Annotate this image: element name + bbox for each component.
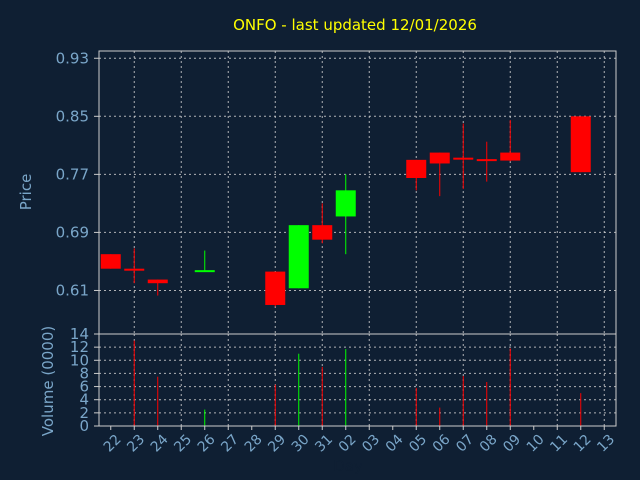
candle-body (335, 190, 356, 217)
volume-tick-label: 10 (70, 351, 89, 369)
x-tick-label: 23 (124, 432, 148, 456)
candle-29 (265, 271, 286, 307)
x-tick-label: 26 (195, 432, 219, 456)
candle-body (570, 116, 591, 173)
price-tick-label: 0.61 (56, 281, 89, 299)
x-tick-label: 11 (547, 432, 571, 456)
x-tick-label: 30 (289, 432, 313, 456)
candle-23 (124, 248, 145, 284)
x-tick-label: 05 (406, 432, 430, 456)
x-tick-label: 09 (500, 432, 524, 456)
candle-05 (406, 159, 427, 191)
x-tick-label: 31 (312, 432, 336, 456)
volume-tick-label: 8 (79, 364, 89, 382)
price-tick-label: 0.77 (56, 165, 89, 183)
x-tick-label: 04 (383, 432, 407, 456)
candle-12 (570, 116, 591, 173)
price-panel: 0.61 0.69 0.77 0.85 0.93 Price (17, 49, 617, 335)
price-tick-label: 0.69 (56, 223, 89, 241)
price-tick-label: 0.93 (56, 49, 89, 67)
candle-body (453, 157, 474, 160)
price-plot-area (99, 51, 616, 334)
x-axis-ticks: 22 23 24 25 26 27 28 29 30 31 02 03 04 05 06 07 08 09 10 11… (101, 426, 618, 456)
x-tick-label: 08 (477, 432, 501, 456)
x-tick-label: 06 (430, 432, 454, 456)
price-y-ticks: 0.61 0.69 0.77 0.85 0.93 (56, 49, 99, 299)
volume-axis-title: Volume (0000) (39, 326, 57, 436)
volume-plot-area (99, 334, 616, 426)
x-tick-label: 28 (242, 432, 266, 456)
x-tick-label: 27 (218, 432, 242, 456)
candle-07 (453, 123, 474, 189)
x-axis-title: Day (333, 457, 363, 475)
candle-body (476, 159, 497, 162)
candle-24 (147, 279, 168, 296)
volume-tick-label: 0 (79, 417, 89, 435)
candle-body (194, 270, 215, 273)
candle-body (312, 225, 333, 240)
x-tick-label: 10 (524, 432, 548, 456)
candle-body (500, 152, 521, 161)
candle-body (406, 159, 427, 178)
candle-body (100, 254, 121, 269)
chart-title: ONFO - last updated 12/01/2026 (233, 16, 477, 34)
volume-frame (98, 333, 617, 427)
price-grid (99, 51, 616, 334)
candle-09 (500, 119, 521, 162)
volume-bars (133, 340, 582, 426)
candle-31 (312, 203, 333, 244)
candle-08 (476, 141, 497, 182)
candle-body (288, 225, 309, 289)
candle-body (429, 152, 450, 164)
x-tick-label: 24 (148, 432, 172, 456)
x-tick-label: 13 (594, 432, 618, 456)
x-tick-label: 07 (453, 432, 477, 456)
volume-tick-label: 14 (70, 325, 89, 343)
candle-06 (429, 152, 450, 197)
candle-26 (194, 250, 215, 273)
x-tick-label: 12 (571, 432, 595, 456)
candle-30 (288, 225, 309, 289)
x-tick-label: 29 (265, 432, 289, 456)
x-tick-label: 25 (171, 432, 195, 456)
candle-body (265, 271, 286, 305)
x-tick-label: 22 (101, 432, 125, 456)
volume-tick-label: 6 (79, 378, 89, 396)
candle-22 (100, 254, 121, 269)
candle-body (147, 279, 168, 284)
x-tick-label: 03 (359, 432, 383, 456)
x-tick-label: 02 (336, 432, 360, 456)
candle-02 (335, 174, 356, 255)
price-candles (100, 116, 591, 307)
price-tick-label: 0.85 (56, 107, 89, 125)
price-axis-title: Price (17, 174, 35, 211)
candle-body (124, 268, 145, 271)
volume-tick-label: 12 (70, 338, 89, 356)
volume-tick-label: 2 (79, 404, 89, 422)
volume-tick-label: 4 (79, 391, 89, 409)
